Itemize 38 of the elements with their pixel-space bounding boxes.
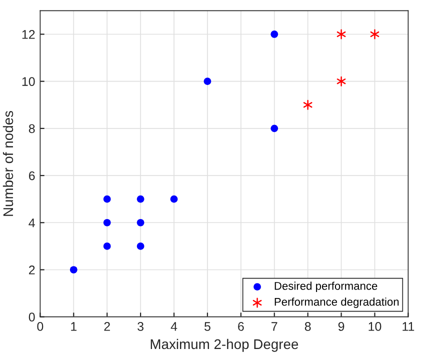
y-tick-label: 6 <box>29 171 35 180</box>
point <box>103 195 111 203</box>
y-tick-label: 12 <box>22 30 35 39</box>
point <box>136 195 144 203</box>
x-tick-label: 5 <box>204 322 210 331</box>
point <box>103 218 111 226</box>
y-tick-label: 0 <box>28 312 35 322</box>
point <box>136 242 144 250</box>
legend-label: Performance degradation <box>274 298 399 308</box>
point <box>336 76 346 86</box>
x-tick-label: 2 <box>104 322 110 331</box>
x-tick-label: 9 <box>338 322 344 331</box>
point <box>270 124 278 132</box>
legend-label: Desired performance <box>274 282 378 292</box>
point <box>303 100 312 110</box>
y-axis-title: Number of nodes <box>2 110 14 216</box>
point <box>70 266 78 274</box>
point <box>136 218 144 226</box>
point <box>103 242 111 250</box>
x-tick-label: 0 <box>37 322 44 331</box>
point <box>170 195 178 203</box>
x-tick-label: 4 <box>170 322 178 331</box>
y-tick-label: 8 <box>28 124 35 134</box>
x-tick-label: 11 <box>402 322 414 331</box>
y-tick-label: 4 <box>28 218 35 228</box>
x-tick-label: 8 <box>304 322 311 331</box>
y-tick-label: 2 <box>29 266 35 274</box>
point <box>370 29 380 40</box>
x-tick-label: 3 <box>138 322 144 331</box>
point <box>270 30 278 38</box>
point <box>204 78 212 86</box>
x-tick-label: 1 <box>71 322 77 331</box>
y-tick-label: 10 <box>22 77 35 86</box>
x-tick-label: 6 <box>238 322 244 331</box>
x-tick-label: 10 <box>368 322 382 331</box>
x-tick-label: 7 <box>272 322 278 331</box>
point <box>336 29 346 40</box>
x-axis-title: Maximum 2-hop Degree <box>150 338 298 352</box>
